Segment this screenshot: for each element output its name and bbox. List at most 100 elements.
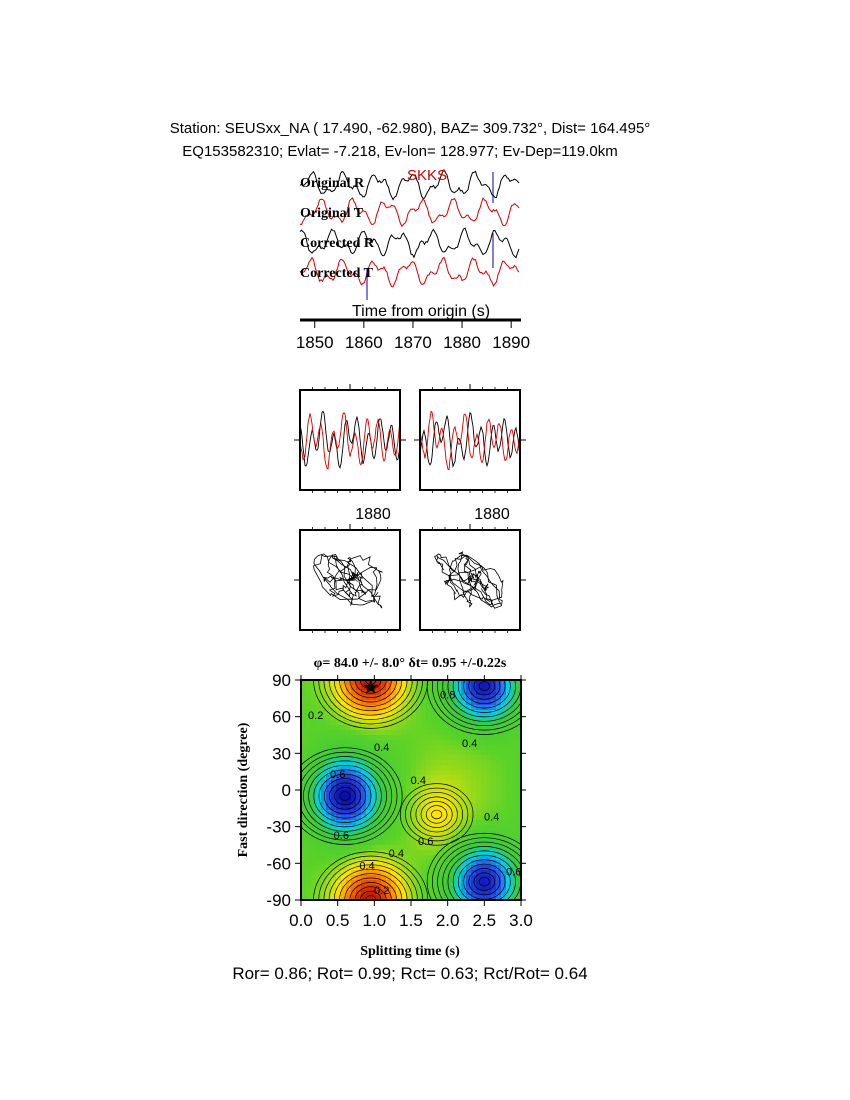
heatmap-cell [371, 815, 377, 821]
contour-label: 0.4 [374, 742, 389, 754]
heatmap-cell [411, 860, 417, 866]
heatmap-cell [511, 875, 517, 881]
heatmap-cell [361, 845, 367, 851]
heatmap-cell [491, 785, 497, 791]
heatmap-cell [391, 785, 397, 791]
heatmap-cell [411, 725, 417, 731]
heatmap-cell [421, 755, 427, 761]
heatmap-cell [316, 740, 322, 746]
heatmap-cell [476, 795, 482, 801]
heatmap-cell [456, 740, 462, 746]
heatmap-cell [321, 750, 327, 756]
heatmap-cell [391, 835, 397, 841]
heatmap-cell [516, 825, 521, 831]
heatmap-cell [321, 745, 327, 751]
heatmap-cell [501, 835, 507, 841]
heatmap-cell [326, 795, 332, 801]
heatmap-cell [431, 775, 437, 781]
heatmap-cell [391, 685, 397, 691]
heatmap-cell [351, 680, 357, 686]
heatmap-cell [486, 875, 492, 881]
heatmap-cell [471, 690, 477, 696]
heatmap-cell [456, 845, 462, 851]
heatmap-cell [471, 795, 477, 801]
heatmap-cell [431, 745, 437, 751]
heatmap-cell [396, 740, 402, 746]
heatmap-cell [461, 740, 467, 746]
heatmap-cell [411, 795, 417, 801]
heatmap-cell [426, 765, 432, 771]
heatmap-cell [516, 820, 521, 826]
heatmap-cell [461, 695, 467, 701]
heatmap-cell [306, 830, 312, 836]
heatmap-cell [496, 720, 502, 726]
heatmap-cell [346, 780, 352, 786]
heatmap-cell [331, 690, 337, 696]
heatmap-cell [426, 780, 432, 786]
heatmap-cell [406, 715, 412, 721]
heatmap-cell [341, 735, 347, 741]
heatmap-cell [346, 855, 352, 861]
heatmap-cell [381, 880, 387, 886]
heatmap-cell [346, 735, 352, 741]
heatmap-cell [431, 765, 437, 771]
heatmap-cell [366, 750, 372, 756]
heatmap-cell [406, 835, 412, 841]
heatmap-cell [471, 720, 477, 726]
heatmap-cell [431, 870, 437, 876]
heatmap-cell [496, 870, 502, 876]
heatmap-cell [426, 740, 432, 746]
heatmap-cell [426, 720, 432, 726]
heatmap-cell [471, 780, 477, 786]
heatmap-cell [406, 845, 412, 851]
heatmap-cell [416, 830, 422, 836]
heatmap-cell [441, 740, 447, 746]
heatmap-cell [366, 855, 372, 861]
heatmap-cell [426, 830, 432, 836]
heatmap-cell [351, 780, 357, 786]
heatmap-cell [496, 695, 502, 701]
heatmap-cell [346, 875, 352, 881]
heatmap-cell [411, 735, 417, 741]
heatmap-cell [336, 740, 342, 746]
heatmap-cell [486, 785, 492, 791]
correlation-stats: Ror= 0.86; Rot= 0.99; Rct= 0.63; Rct/Rot… [232, 964, 588, 983]
heatmap-cell [496, 685, 502, 691]
heatmap-cell [391, 885, 397, 891]
heatmap-cell [401, 830, 407, 836]
contour-line [308, 764, 382, 828]
heatmap-cell [326, 850, 332, 856]
heatmap-cell [411, 880, 417, 886]
heatmap-cell [491, 705, 497, 711]
heatmap-cell [301, 860, 307, 866]
heatmap-cell [431, 700, 437, 706]
heatmap-cell [331, 735, 337, 741]
heatmap-cell [446, 870, 452, 876]
heatmap-cell [496, 815, 502, 821]
heatmap-cell [441, 765, 447, 771]
heatmap-cell [466, 770, 472, 776]
heatmap-cell [441, 875, 447, 881]
heatmap-cell [316, 845, 322, 851]
contour-label: 0.2 [308, 710, 323, 722]
heatmap-cell [371, 725, 377, 731]
heatmap-cell [401, 770, 407, 776]
heatmap-cell [366, 885, 372, 891]
heatmap-cell [491, 860, 497, 866]
heatmap-cell [431, 750, 437, 756]
heatmap-cell [416, 685, 422, 691]
heatmap-cell [316, 870, 322, 876]
heatmap-cell [386, 715, 392, 721]
heatmap-cell [491, 715, 497, 721]
heatmap-cell [306, 720, 312, 726]
heatmap-cell [421, 885, 427, 891]
heatmap-cell [466, 700, 472, 706]
heatmap-cell [406, 880, 412, 886]
waveform-tick-label-right: 1880 [474, 506, 510, 523]
heatmap-cell [341, 770, 347, 776]
heatmap-cell [466, 680, 472, 686]
heatmap-cell [506, 705, 512, 711]
heatmap-cell [471, 770, 477, 776]
heatmap-cell [396, 755, 402, 761]
heatmap-cell [376, 830, 382, 836]
